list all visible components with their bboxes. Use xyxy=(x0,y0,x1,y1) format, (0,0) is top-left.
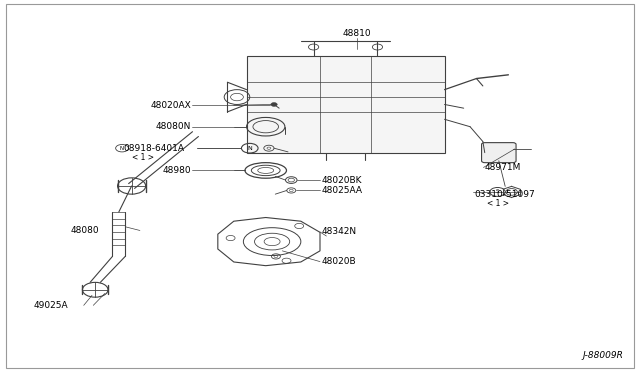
Text: 48971M: 48971M xyxy=(484,163,521,172)
FancyBboxPatch shape xyxy=(246,56,445,153)
Text: 48342N: 48342N xyxy=(321,227,356,237)
Text: 48810: 48810 xyxy=(343,29,371,38)
Text: J-88009R: J-88009R xyxy=(582,351,623,360)
Text: 49025A: 49025A xyxy=(34,301,68,310)
Text: 48020BK: 48020BK xyxy=(321,176,362,185)
Text: 08918-6401A: 08918-6401A xyxy=(124,144,184,153)
Text: 48020B: 48020B xyxy=(321,257,356,266)
Text: < 1 >: < 1 > xyxy=(132,153,154,161)
Circle shape xyxy=(271,103,277,106)
Text: N: N xyxy=(248,146,252,151)
FancyBboxPatch shape xyxy=(481,142,516,163)
Text: 48080N: 48080N xyxy=(156,122,191,131)
Text: 48020AX: 48020AX xyxy=(150,101,191,110)
Text: 03310-51097: 03310-51097 xyxy=(474,190,535,199)
Text: 48980: 48980 xyxy=(163,166,191,175)
Text: N: N xyxy=(120,146,124,151)
Text: S: S xyxy=(496,189,499,195)
Text: < 1 >: < 1 > xyxy=(487,199,509,208)
Text: 48080: 48080 xyxy=(71,226,100,235)
Text: 48025AA: 48025AA xyxy=(321,186,362,195)
